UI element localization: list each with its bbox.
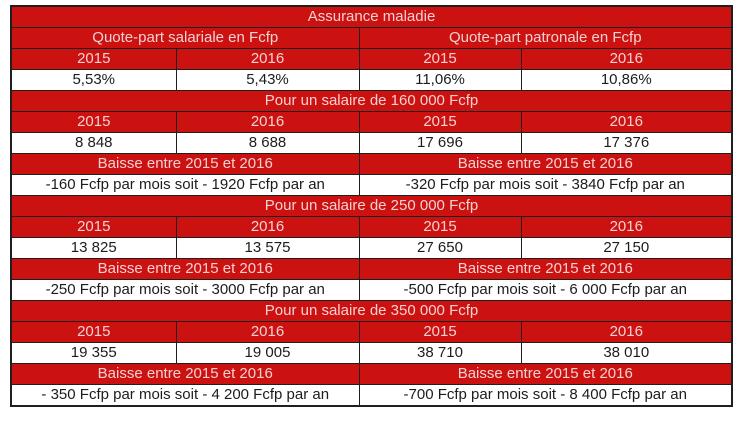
- salary-section-heading: Pour un salaire de 160 000 Fcfp: [10, 90, 733, 112]
- baisse-value-cell: -250 Fcfp par mois soit - 3000 Fcfp par …: [10, 279, 360, 301]
- baisse-value-row: -160 Fcfp par mois soit - 1920 Fcfp par …: [10, 174, 733, 196]
- baisse-value-row: -250 Fcfp par mois soit - 3000 Fcfp par …: [10, 279, 733, 301]
- baisse-header-cell: Baisse entre 2015 et 2016: [10, 258, 360, 280]
- year-header-row: 2015 2016 2015 2016: [10, 216, 733, 238]
- rate-row: 5,53% 5,43% 11,06% 10,86%: [10, 69, 733, 91]
- baisse-value-cell: -320 Fcfp par mois soit - 3840 Fcfp par …: [358, 174, 733, 196]
- year-header-cell: 2015: [358, 48, 522, 70]
- year-header-row: 2015 2016 2015 2016: [10, 111, 733, 133]
- baisse-header-cell: Baisse entre 2015 et 2016: [358, 153, 733, 175]
- baisse-header-row: Baisse entre 2015 et 2016 Baisse entre 2…: [10, 153, 733, 175]
- amount-cell: 8 688: [175, 132, 360, 154]
- col-group-salariale: Quote-part salariale en Fcfp: [10, 27, 360, 49]
- table-title-row: Assurance maladie: [10, 5, 733, 28]
- year-header-row: 2015 2016 2015 2016: [10, 48, 733, 70]
- rate-cell: 5,53%: [10, 69, 177, 91]
- amount-cell: 8 848: [10, 132, 177, 154]
- year-header-cell: 2015: [358, 216, 522, 238]
- baisse-header-cell: Baisse entre 2015 et 2016: [358, 363, 733, 385]
- col-group-header-row: Quote-part salariale en Fcfp Quote-part …: [10, 27, 733, 49]
- amount-row: 8 848 8 688 17 696 17 376: [10, 132, 733, 154]
- year-header-cell: 2016: [175, 321, 360, 343]
- year-header-cell: 2016: [520, 321, 733, 343]
- amount-cell: 13 825: [10, 237, 177, 259]
- salary-section-heading: Pour un salaire de 350 000 Fcfp: [10, 300, 733, 322]
- year-header-cell: 2016: [520, 48, 733, 70]
- baisse-value-cell: -500 Fcfp par mois soit - 6 000 Fcfp par…: [358, 279, 733, 301]
- year-header-row: 2015 2016 2015 2016: [10, 321, 733, 343]
- rate-cell: 11,06%: [358, 69, 522, 91]
- year-header-cell: 2015: [10, 321, 177, 343]
- year-header-cell: 2015: [10, 111, 177, 133]
- baisse-value-cell: - 350 Fcfp par mois soit - 4 200 Fcfp pa…: [10, 384, 360, 407]
- year-header-cell: 2016: [520, 111, 733, 133]
- col-group-patronale: Quote-part patronale en Fcfp: [358, 27, 733, 49]
- amount-cell: 19 355: [10, 342, 177, 364]
- amount-cell: 17 696: [358, 132, 522, 154]
- rate-cell: 10,86%: [520, 69, 733, 91]
- table-title: Assurance maladie: [10, 5, 733, 28]
- amount-row: 13 825 13 575 27 650 27 150: [10, 237, 733, 259]
- amount-cell: 13 575: [175, 237, 360, 259]
- baisse-header-cell: Baisse entre 2015 et 2016: [10, 363, 360, 385]
- amount-cell: 38 010: [520, 342, 733, 364]
- baisse-value-cell: -160 Fcfp par mois soit - 1920 Fcfp par …: [10, 174, 360, 196]
- year-header-cell: 2016: [175, 48, 360, 70]
- amount-cell: 17 376: [520, 132, 733, 154]
- assurance-maladie-table: Assurance maladie Quote-part salariale e…: [10, 5, 734, 407]
- year-header-cell: 2016: [175, 216, 360, 238]
- year-header-cell: 2015: [358, 321, 522, 343]
- baisse-header-row: Baisse entre 2015 et 2016 Baisse entre 2…: [10, 258, 733, 280]
- amount-row: 19 355 19 005 38 710 38 010: [10, 342, 733, 364]
- salary-section-heading-row: Pour un salaire de 250 000 Fcfp: [10, 195, 733, 217]
- year-header-cell: 2015: [10, 48, 177, 70]
- amount-cell: 38 710: [358, 342, 522, 364]
- amount-cell: 27 150: [520, 237, 733, 259]
- rate-cell: 5,43%: [175, 69, 360, 91]
- year-header-cell: 2016: [520, 216, 733, 238]
- year-header-cell: 2015: [10, 216, 177, 238]
- year-header-cell: 2015: [358, 111, 522, 133]
- baisse-value-cell: -700 Fcfp par mois soit - 8 400 Fcfp par…: [358, 384, 733, 407]
- baisse-value-row: - 350 Fcfp par mois soit - 4 200 Fcfp pa…: [10, 384, 733, 407]
- amount-cell: 19 005: [175, 342, 360, 364]
- salary-section-heading-row: Pour un salaire de 160 000 Fcfp: [10, 90, 733, 112]
- baisse-header-cell: Baisse entre 2015 et 2016: [10, 153, 360, 175]
- year-header-cell: 2016: [175, 111, 360, 133]
- salary-section-heading: Pour un salaire de 250 000 Fcfp: [10, 195, 733, 217]
- salary-section-heading-row: Pour un salaire de 350 000 Fcfp: [10, 300, 733, 322]
- baisse-header-row: Baisse entre 2015 et 2016 Baisse entre 2…: [10, 363, 733, 385]
- baisse-header-cell: Baisse entre 2015 et 2016: [358, 258, 733, 280]
- amount-cell: 27 650: [358, 237, 522, 259]
